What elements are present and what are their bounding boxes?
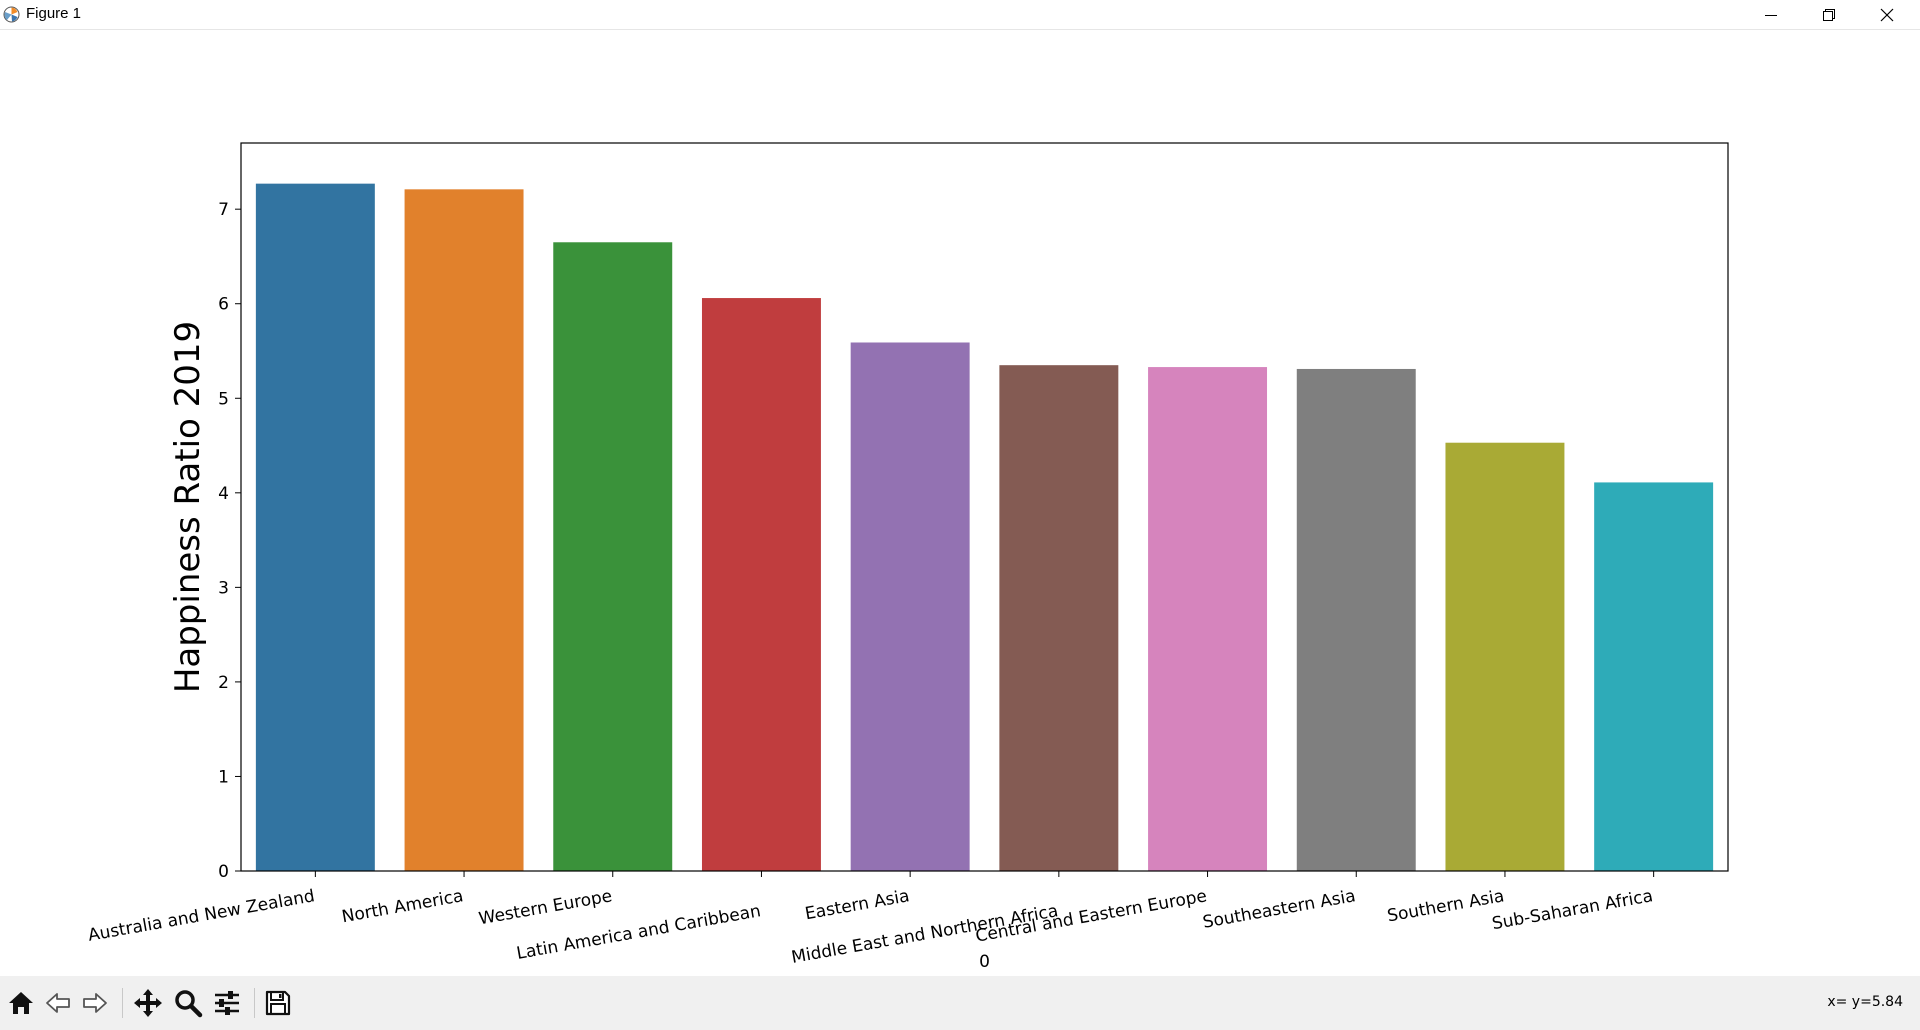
back-arrow-icon — [46, 993, 70, 1013]
minimize-icon — [1765, 14, 1777, 16]
x-tick-label: Sub-Saharan Africa — [1491, 886, 1655, 934]
home-icon — [9, 992, 33, 1014]
bar — [1594, 482, 1714, 871]
x-axis-label: 0 — [979, 952, 990, 972]
toolbar-separator — [122, 988, 123, 1018]
title-bar: Figure 1 — [0, 0, 1920, 30]
y-tick-label: 0 — [218, 862, 229, 882]
minimize-button[interactable] — [1742, 0, 1800, 29]
navigation-toolbar: x= y=5.84 — [0, 976, 1920, 1030]
x-tick-label: Australia and New Zealand — [87, 886, 317, 946]
bar — [553, 242, 673, 872]
matplotlib-logo-icon — [3, 6, 20, 23]
x-tick-label: Southern Asia — [1386, 886, 1506, 926]
x-tick-label: Eastern Asia — [804, 886, 912, 924]
restore-icon — [1823, 8, 1835, 21]
bar — [1148, 367, 1268, 871]
y-tick-label: 3 — [218, 578, 229, 598]
configure-subplots-button[interactable] — [210, 986, 244, 1020]
axes-frame — [240, 142, 1729, 872]
cursor-coordinates: x= y=5.84 — [1827, 994, 1903, 1010]
y-tick-label: 7 — [218, 200, 229, 220]
subplots-config-icon — [215, 991, 239, 1015]
home-button[interactable] — [4, 986, 38, 1020]
pan-button[interactable] — [131, 986, 165, 1020]
y-tick-label: 5 — [218, 389, 229, 409]
pan-icon — [134, 989, 162, 1017]
close-button[interactable] — [1858, 0, 1916, 29]
save-icon — [265, 990, 291, 1016]
zoom-icon — [175, 990, 203, 1018]
bar — [999, 365, 1119, 871]
forward-button[interactable] — [78, 986, 112, 1020]
window-title: Figure 1 — [26, 5, 82, 22]
forward-arrow-icon — [83, 993, 107, 1013]
bar — [255, 183, 375, 871]
y-tick-label: 4 — [218, 484, 229, 504]
bar — [701, 298, 821, 871]
y-tick-label: 2 — [218, 673, 229, 693]
bar — [404, 189, 524, 871]
save-button[interactable] — [261, 986, 295, 1020]
zoom-button[interactable] — [171, 986, 205, 1020]
bar-chart: 0 1 2 3 4 5 6 7 Australia and New Zealand North … — [87, 142, 1729, 972]
bar — [1445, 442, 1565, 871]
x-tick-label: North America — [340, 886, 465, 927]
figure-canvas[interactable]: 0 1 2 3 4 5 6 7 Australia and New Zealand North … — [0, 30, 1920, 976]
x-tick-label: Western Europe — [477, 886, 613, 929]
y-tick-label: 6 — [218, 295, 229, 315]
close-icon — [1880, 8, 1894, 21]
y-tick-label: 1 — [218, 767, 229, 787]
toolbar-separator — [254, 988, 255, 1018]
bar — [1296, 368, 1416, 871]
restore-button[interactable] — [1800, 0, 1858, 29]
back-button[interactable] — [41, 986, 75, 1020]
bar — [850, 342, 970, 871]
y-axis-label: Happiness Ratio 2019 — [168, 321, 208, 693]
x-tick-label: Southeastern Asia — [1201, 886, 1357, 933]
